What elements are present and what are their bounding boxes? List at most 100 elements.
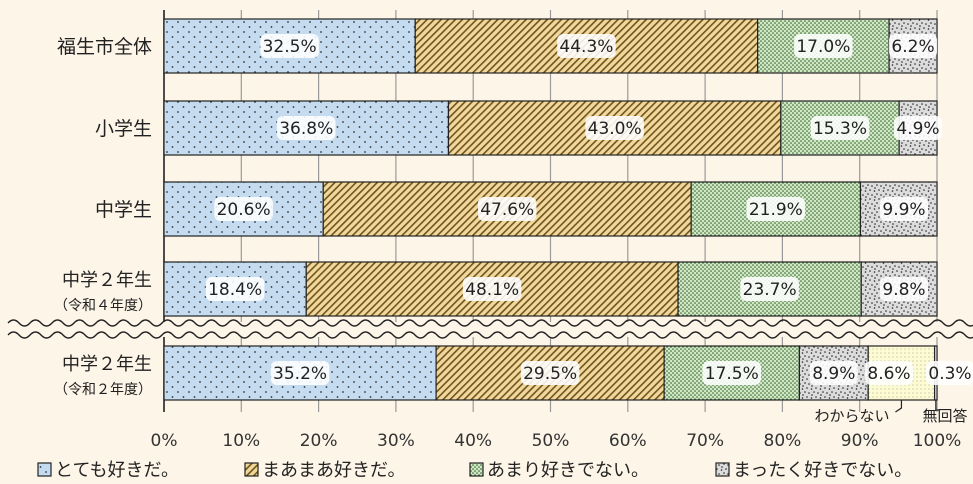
value-label-text: 9.9% <box>882 200 925 220</box>
value-label-1-3: 4.9% <box>894 116 942 140</box>
value-label-0-0: 32.5% <box>260 34 319 58</box>
value-label-3-2: 23.7% <box>740 277 799 301</box>
axis-break-wave-top <box>7 319 973 327</box>
value-label-1-1: 43.0% <box>585 116 644 140</box>
legend-label: あまり好きでない。 <box>487 460 649 481</box>
value-label-text: 0.3% <box>928 364 971 384</box>
x-tick-label-30: 30% <box>377 431 415 451</box>
value-label-bg <box>746 197 806 221</box>
legend-swatch <box>469 462 484 477</box>
value-label-0-3: 6.2% <box>889 34 938 58</box>
value-label-bg <box>276 116 336 140</box>
value-label-bg <box>585 116 644 140</box>
value-label-4-0: 35.2% <box>270 361 330 385</box>
value-label-bg <box>809 361 858 385</box>
legend-label: まあまあ好きだ。 <box>262 460 405 481</box>
callout-0: わからない <box>814 400 903 425</box>
category-label-4: 中学２年生 <box>62 354 152 375</box>
value-label-bg <box>462 277 522 301</box>
value-label-bg <box>880 197 928 221</box>
value-label-3-0: 18.4% <box>205 277 265 301</box>
value-label-text: 4.9% <box>896 119 939 139</box>
value-label-text: 29.5% <box>523 364 577 384</box>
value-label-bg <box>880 277 928 301</box>
value-label-bg <box>865 361 913 385</box>
value-label-bg <box>894 116 942 140</box>
value-label-text: 36.8% <box>279 119 333 139</box>
value-label-2-0: 20.6% <box>214 197 273 221</box>
value-label-text: 23.7% <box>743 280 797 300</box>
x-tick-label-90: 90% <box>841 431 879 451</box>
value-label-text: 8.6% <box>867 364 910 384</box>
axis-break-wave-bottom <box>7 331 973 339</box>
value-label-text: 9.8% <box>882 280 925 300</box>
category-label-1: 小学生 <box>95 118 152 140</box>
bar-segment-1-1 <box>447 100 782 156</box>
legend-item-0: とても好きだ。 <box>37 460 179 481</box>
value-label-bg <box>794 34 853 58</box>
x-tick-label-100: 100% <box>913 431 962 451</box>
value-label-bg <box>702 361 762 385</box>
callout-leader <box>935 400 940 411</box>
x-tick-label-20: 20% <box>300 431 338 451</box>
value-label-text: 48.1% <box>465 280 519 300</box>
callout-text: わからない <box>814 407 889 425</box>
x-tick-label-0: 0% <box>151 431 178 451</box>
value-label-text: 15.3% <box>813 119 867 139</box>
value-label-2-1: 47.6% <box>477 197 537 221</box>
callouts: わからない 無回答 <box>814 400 968 425</box>
value-label-text: 47.6% <box>480 200 534 220</box>
bar-segment-1-2 <box>780 100 900 156</box>
value-label-bg <box>557 34 616 58</box>
value-label-bg <box>214 197 273 221</box>
category-sublabel-3: （令和４年度） <box>54 298 152 314</box>
x-tick-label-40: 40% <box>454 431 492 451</box>
value-label-bg <box>260 34 319 58</box>
category-sublabel-4: （令和２年度） <box>54 382 152 398</box>
legend-item-3: まったく好きでない。 <box>715 460 912 481</box>
value-label-0-2: 17.0% <box>794 34 853 58</box>
value-label-text: 35.2% <box>273 364 327 384</box>
x-tick-label-10: 10% <box>222 431 260 451</box>
axis-break <box>7 319 973 339</box>
legend-label: とても好きだ。 <box>55 460 179 481</box>
category-label-0: 福生市全体 <box>57 36 152 58</box>
value-label-text: 17.5% <box>705 364 759 384</box>
legend-swatch <box>715 462 730 477</box>
value-label-1-2: 15.3% <box>810 116 870 140</box>
legend-swatch <box>244 462 259 477</box>
value-label-text: 6.2% <box>891 37 934 57</box>
value-label-0-1: 44.3% <box>557 34 616 58</box>
value-label-4-2: 17.5% <box>702 361 762 385</box>
value-label-text: 44.3% <box>559 37 613 57</box>
callout-1: 無回答 <box>922 400 968 425</box>
value-label-2-2: 21.9% <box>746 197 806 221</box>
value-label-1-0: 36.8% <box>276 116 336 140</box>
value-label-text: 21.9% <box>749 200 803 220</box>
callout-leader <box>895 400 903 413</box>
category-label-3: 中学２年生 <box>62 270 152 291</box>
value-label-text: 43.0% <box>588 119 642 139</box>
value-label-4-1: 29.5% <box>520 361 580 385</box>
x-tick-label-80: 80% <box>764 431 802 451</box>
value-label-2-3: 9.9% <box>880 197 928 221</box>
value-label-3-3: 9.8% <box>880 277 928 301</box>
value-label-bg <box>270 361 330 385</box>
x-tick-label-60: 60% <box>609 431 647 451</box>
value-label-4-5: 0.3% <box>926 361 973 385</box>
legend-label: まったく好きでない。 <box>733 460 912 481</box>
value-label-bg <box>740 277 799 301</box>
value-label-text: 32.5% <box>263 37 317 57</box>
legend: とても好きだ。 まあまあ好きだ。 あまり好きでない。 まったく好きでない。 <box>37 460 912 481</box>
x-tick-label-70: 70% <box>686 431 724 451</box>
value-label-3-1: 48.1% <box>462 277 522 301</box>
value-labels: 32.5% 44.3% 17.0% 6.2% 36.8% 43.0% 15.3% 4.9% 20… <box>205 34 973 385</box>
value-label-bg <box>205 277 265 301</box>
value-label-text: 17.0% <box>796 37 850 57</box>
legend-item-1: まあまあ好きだ。 <box>244 460 405 481</box>
value-label-bg <box>477 197 537 221</box>
value-label-4-3: 8.9% <box>809 361 858 385</box>
value-label-bg <box>520 361 580 385</box>
